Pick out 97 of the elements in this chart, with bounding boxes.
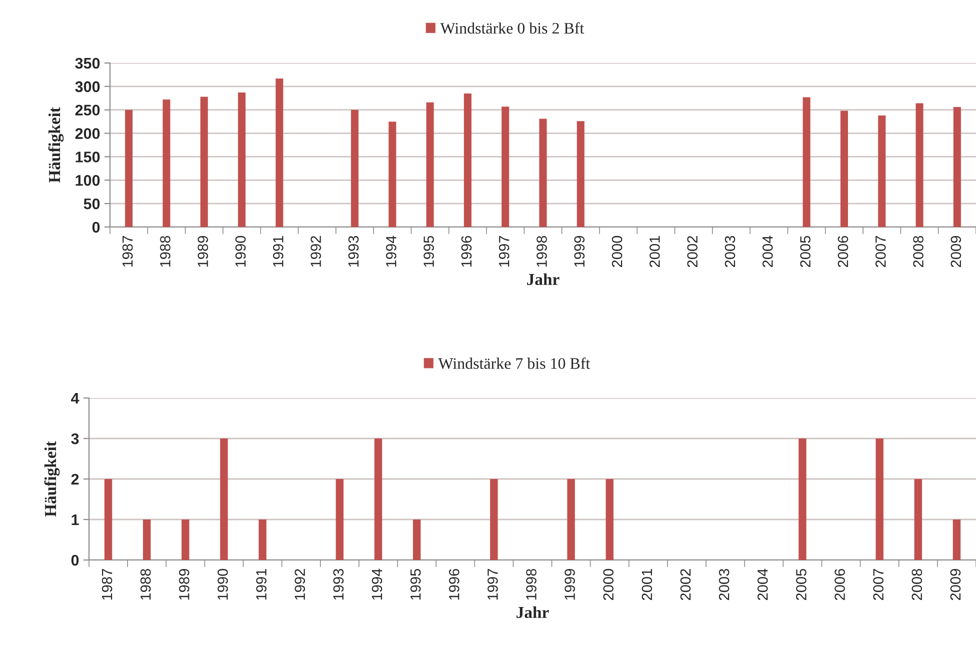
- y-axis-title: Häufigkeit: [44, 441, 60, 517]
- x-tick-label: 1993: [348, 236, 359, 267]
- x-tick-label: 1991: [273, 236, 284, 267]
- bar: [878, 115, 886, 227]
- y-tick-label: 1: [72, 514, 79, 526]
- bar: [220, 438, 228, 560]
- x-axis-title: Jahr: [516, 606, 549, 618]
- x-tick-label: 1990: [235, 236, 246, 267]
- bar: [142, 520, 151, 560]
- bar: [182, 520, 190, 560]
- x-tick-label: 1992: [294, 569, 306, 600]
- bar: [490, 479, 498, 560]
- x-tick-label: 1999: [574, 236, 585, 267]
- bar: [350, 110, 359, 227]
- x-tick-label: 2008: [913, 236, 924, 268]
- x-tick-label: 1998: [536, 236, 547, 267]
- x-tick-label: 1995: [424, 236, 434, 267]
- x-tick-label: 2004: [762, 236, 773, 268]
- bar: [104, 479, 112, 560]
- x-tick-label: 2001: [650, 236, 660, 268]
- bar: [840, 110, 848, 227]
- x-tick-label: 2003: [718, 568, 730, 600]
- bar: [539, 118, 547, 227]
- x-tick-label: 1991: [256, 569, 266, 600]
- x-axis-title: Jahr: [527, 273, 560, 286]
- y-tick-label: 0: [92, 222, 100, 233]
- x-tick-label: 1990: [218, 568, 228, 600]
- bar: [576, 121, 584, 227]
- bar: [802, 97, 810, 227]
- bar: [952, 520, 961, 560]
- x-tick-label: 2000: [603, 568, 614, 600]
- x-tick-label: 1987: [122, 236, 133, 267]
- y-tick-label: 50: [84, 198, 100, 210]
- bar: [388, 122, 396, 227]
- y-tick-label: 150: [76, 152, 100, 162]
- x-tick-label: 1995: [410, 568, 421, 600]
- x-tick-label: 2009: [950, 236, 962, 268]
- x-tick-label: 2006: [838, 236, 848, 268]
- x-tick-label: 1993: [333, 568, 344, 600]
- x-tick-label: 1989: [198, 236, 208, 267]
- x-tick-label: 2005: [796, 568, 806, 600]
- y-tick-label: 350: [75, 58, 100, 69]
- x-tick-label: 2009: [950, 569, 961, 600]
- x-tick-label: 1989: [179, 569, 190, 600]
- legend-label: Windstärke 0 bis 2 Bft: [440, 22, 584, 34]
- bar: [916, 103, 924, 227]
- x-tick-label: 1996: [448, 568, 460, 600]
- y-tick-label: 0: [71, 554, 79, 566]
- y-tick-label: 250: [75, 104, 100, 116]
- y-tick-label: 200: [75, 128, 100, 139]
- x-tick-label: 2005: [800, 236, 810, 268]
- bar: [876, 438, 884, 560]
- legend-label: Windstärke 7 bis 10 Bft: [438, 358, 590, 370]
- x-tick-label: 1998: [526, 568, 536, 600]
- x-tick-label: 2000: [612, 236, 622, 268]
- x-tick-label: 1994: [372, 568, 382, 600]
- y-tick-label: 100: [76, 175, 100, 186]
- y-axis-title: Häufigkeit: [48, 107, 64, 183]
- x-tick-label: 2002: [687, 236, 698, 268]
- bar: [914, 479, 922, 560]
- x-tick-label: 1997: [498, 236, 510, 267]
- bar: [276, 78, 284, 227]
- x-tick-label: 2007: [873, 569, 884, 600]
- bar: [798, 438, 806, 560]
- bar: [125, 110, 133, 227]
- x-tick-label: 2003: [724, 236, 736, 268]
- bar: [567, 479, 575, 560]
- bar: [502, 106, 510, 227]
- y-tick-label: 2: [71, 474, 79, 485]
- bar: [162, 100, 170, 227]
- x-tick-label: 2006: [834, 568, 845, 600]
- x-tick-label: 1988: [140, 568, 151, 600]
- x-tick-label: 1994: [386, 236, 396, 267]
- bar: [606, 479, 614, 560]
- y-tick-label: 4: [71, 393, 80, 404]
- x-tick-label: 2004: [757, 568, 768, 600]
- x-tick-label: 1999: [564, 569, 575, 600]
- x-tick-label: 1992: [310, 236, 321, 267]
- x-tick-label: 1997: [488, 569, 498, 600]
- x-tick-label: 2007: [875, 236, 886, 268]
- x-tick-label: 1988: [160, 236, 170, 267]
- bar: [426, 102, 434, 227]
- bar: [464, 93, 472, 227]
- x-tick-label: 2002: [680, 569, 691, 600]
- bar: [412, 520, 421, 560]
- bar: [258, 520, 266, 560]
- x-tick-label: 1996: [461, 236, 472, 267]
- x-tick-label: 2008: [912, 568, 922, 600]
- y-tick-label: 3: [71, 433, 79, 444]
- bar: [374, 438, 382, 560]
- bar: [953, 107, 961, 227]
- x-tick-label: 2001: [642, 569, 652, 600]
- bar: [238, 92, 246, 227]
- bar: [200, 96, 208, 227]
- bar: [336, 479, 344, 560]
- x-tick-label: 1987: [102, 569, 112, 600]
- y-tick-label: 300: [75, 81, 100, 92]
